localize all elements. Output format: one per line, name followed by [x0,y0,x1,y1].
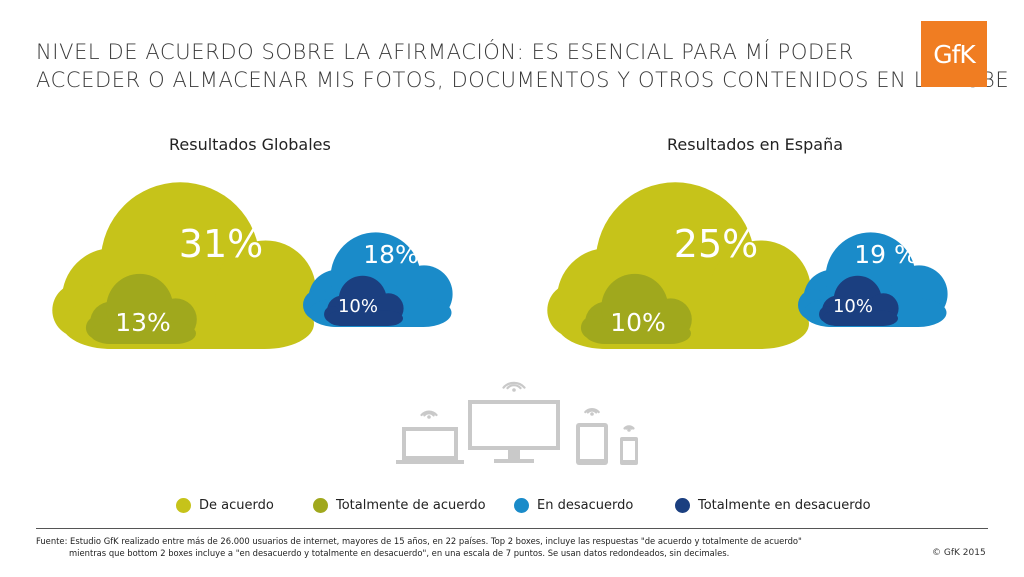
data-label-en-desacuerdo: 19 % [854,240,918,269]
legend: De acuerdo Totalmente de acuerdo En desa… [0,498,1024,518]
source-note: Fuente: Estudio GfK realizado entre más … [36,535,916,559]
laptop-icon [396,427,464,464]
panel-title-spain: Resultados en España [667,135,844,154]
devices-illustration [396,381,638,465]
data-label-en-desacuerdo: 18% [363,240,419,269]
source-line-2: mientras que bottom 2 boxes incluye a "e… [69,548,730,558]
wifi-icon [623,425,635,432]
data-label-totalmente-en-desacuerdo: 10% [338,296,378,317]
panel-title-global: Resultados Globales [169,135,331,154]
cloud-totalmente-en-desacuerdo [819,275,899,326]
phone-icon [620,437,638,465]
monitor-icon [468,400,560,463]
legend-swatch [514,498,529,513]
data-label-totalmente-de-acuerdo: 13% [115,308,171,337]
cloud-panel-global: 31% 18% 13% 10% [52,182,453,349]
legend-swatch [675,498,690,513]
legend-item-en-desacuerdo: En desacuerdo [514,498,633,513]
legend-swatch [176,498,191,513]
cloud-totalmente-de-acuerdo [580,273,692,344]
cloud-totalmente-en-desacuerdo [324,275,404,326]
tablet-icon [576,423,608,465]
data-label-totalmente-en-desacuerdo: 10% [833,296,873,317]
legend-item-de-acuerdo: De acuerdo [176,498,274,513]
cloud-totalmente-de-acuerdo [85,273,197,344]
divider [36,528,988,529]
wifi-icon [502,381,526,392]
wifi-icon [420,410,438,419]
legend-item-totalmente-en-desacuerdo: Totalmente en desacuerdo [675,498,871,513]
data-label-totalmente-de-acuerdo: 10% [610,308,666,337]
copyright: © GfK 2015 [932,548,986,558]
cloud-panel-spain: 25% 19 % 10% 10% [547,182,948,349]
legend-item-totalmente-de-acuerdo: Totalmente de acuerdo [313,498,486,513]
title-line-1: NIVEL DE ACUERDO SOBRE LA AFIRMACIÓN: ES… [36,40,854,64]
legend-label: De acuerdo [199,498,274,513]
legend-label: Totalmente en desacuerdo [698,498,871,513]
legend-label: Totalmente de acuerdo [336,498,486,513]
legend-label: En desacuerdo [537,498,634,513]
source-line-1: Fuente: Estudio GfK realizado entre más … [36,536,802,546]
wifi-icon [584,408,600,416]
title-line-2: ACCEDER O ALMACENAR MIS FOTOS, DOCUMENTO… [36,68,1010,92]
data-label-de-acuerdo: 31% [179,222,263,266]
chart-title: NIVEL DE ACUERDO SOBRE LA AFIRMACIÓN: ES… [36,38,1010,94]
gfk-logo: GfK [921,21,987,87]
data-label-de-acuerdo: 25% [674,222,758,266]
legend-swatch [313,498,328,513]
